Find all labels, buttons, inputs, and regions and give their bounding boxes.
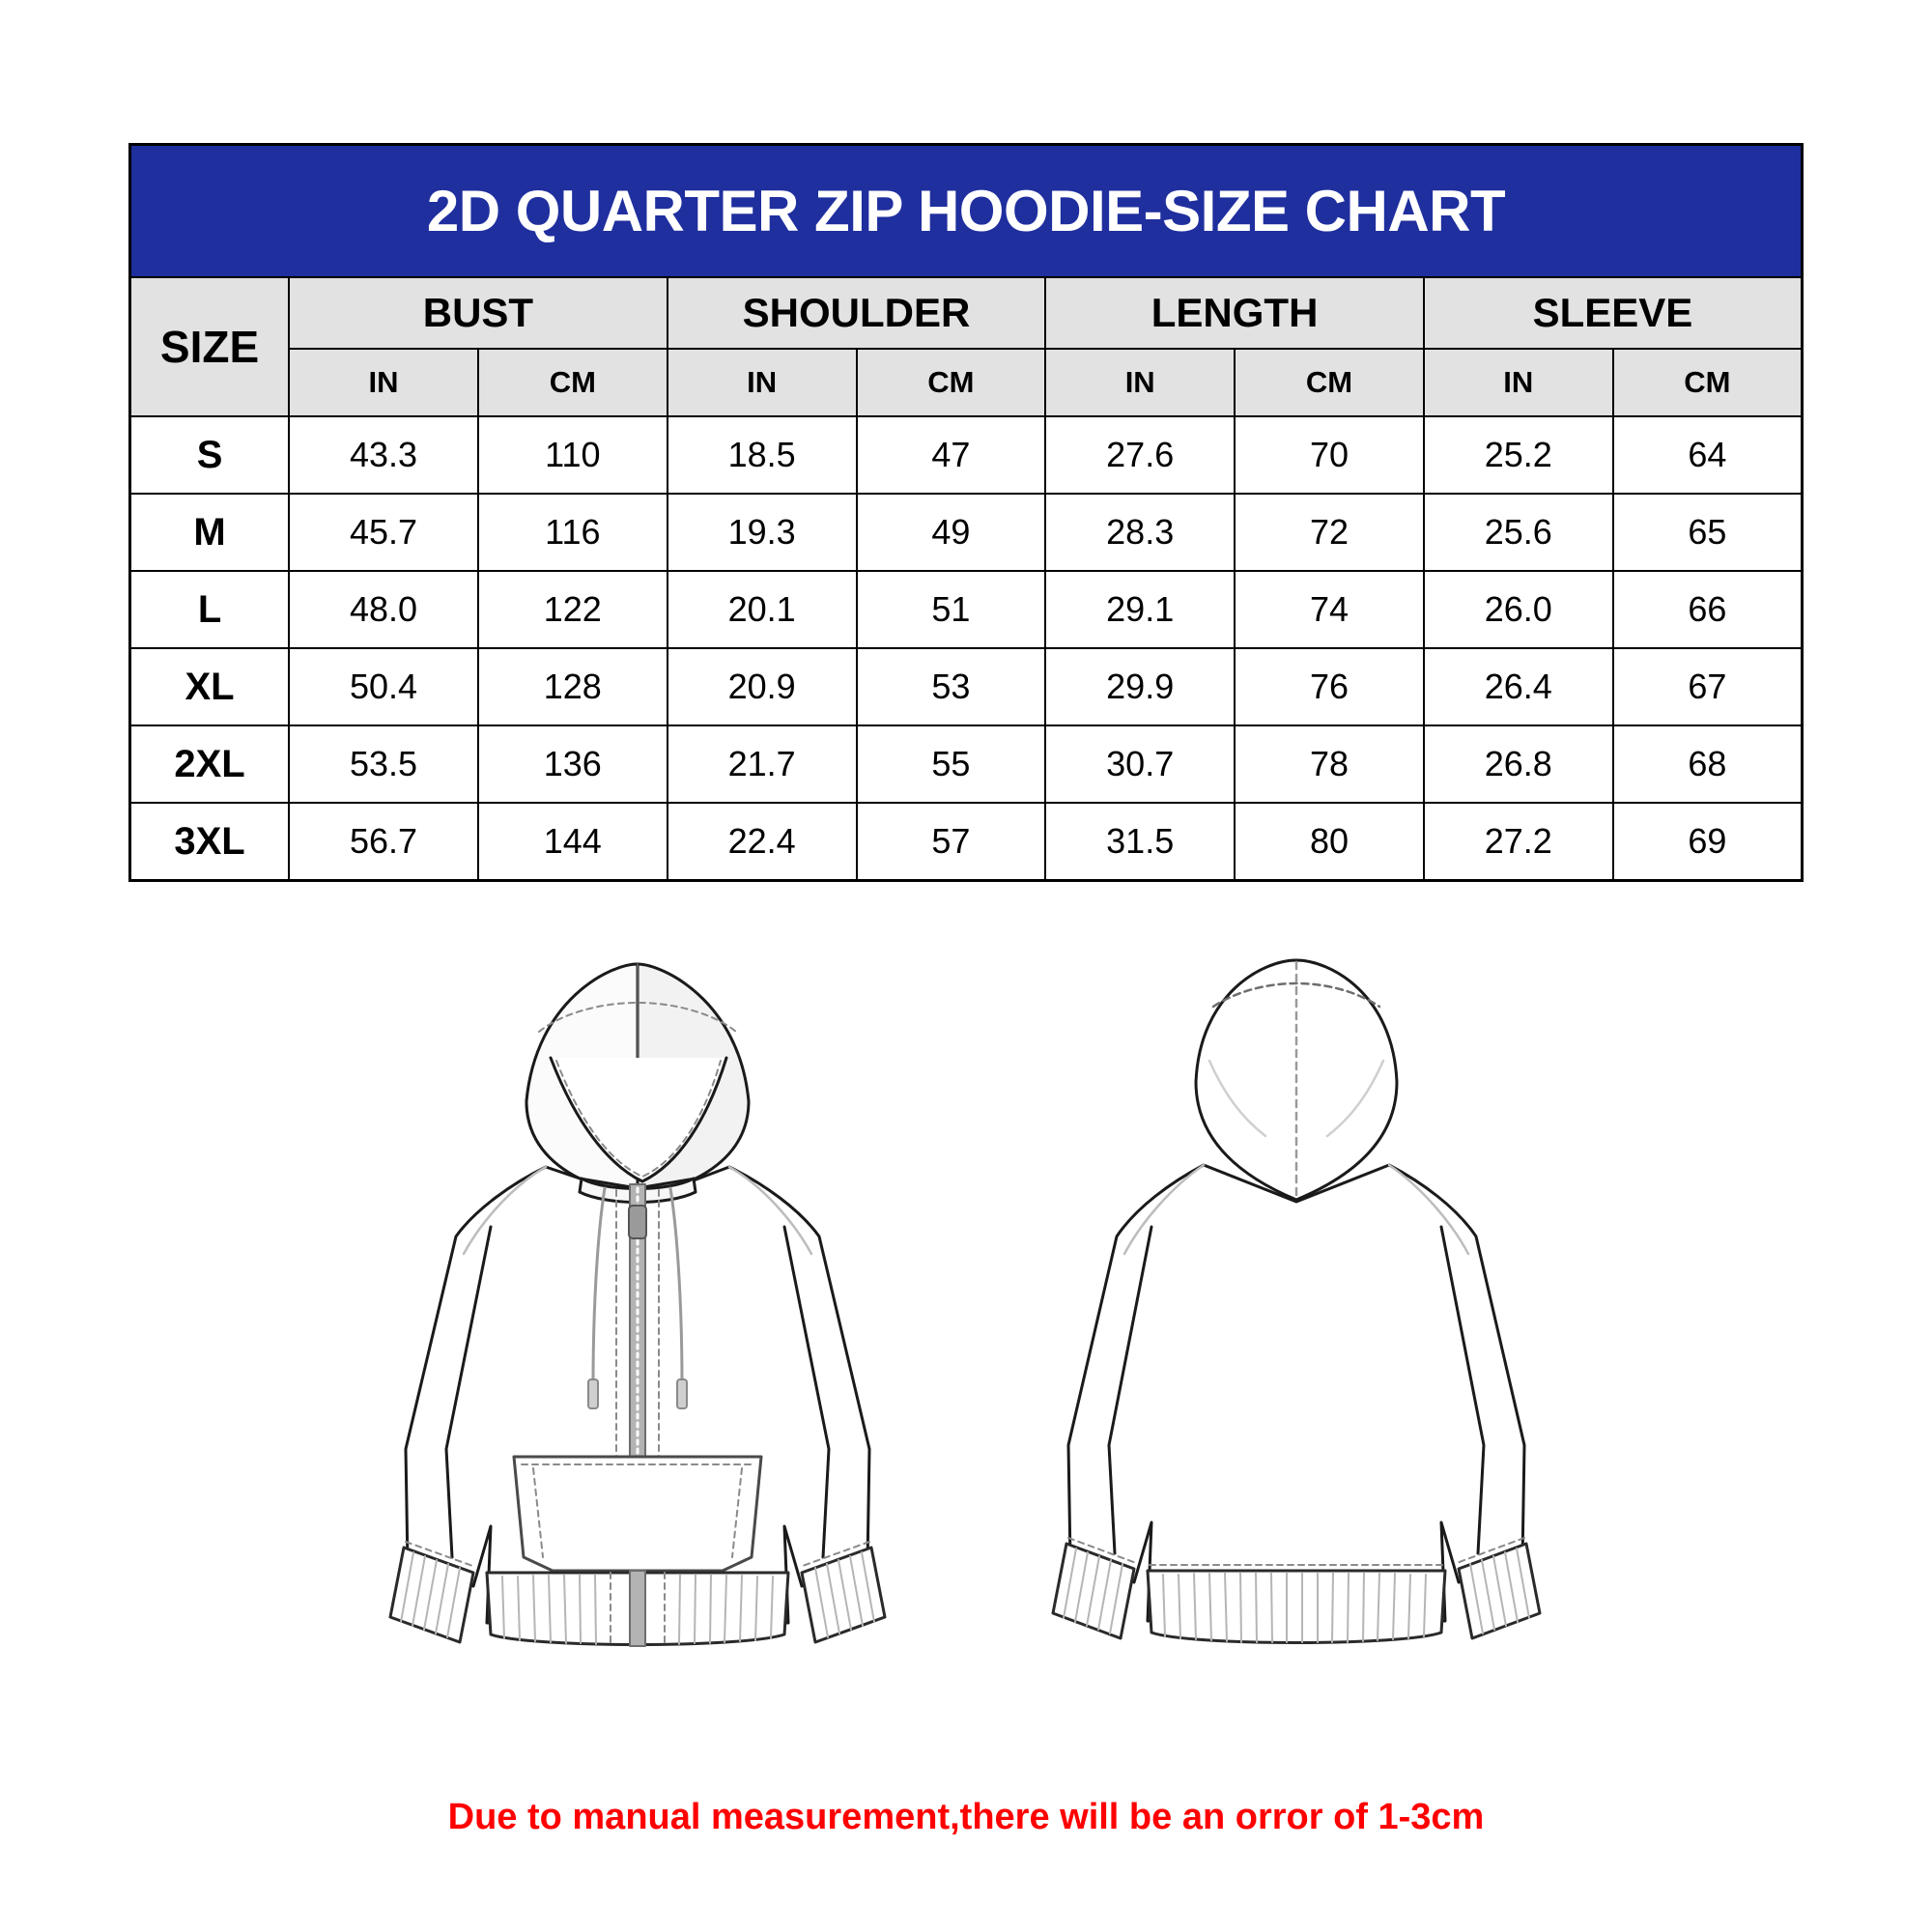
column-header-shoulder: SHOULDER <box>666 276 1047 350</box>
column-header-size: SIZE <box>128 276 291 417</box>
cell-bust-in: 56.7 <box>288 802 479 882</box>
unit-header-length-in: IN <box>1044 348 1236 417</box>
hoodie-illustrations <box>0 947 1932 1748</box>
cell-bust-cm: 110 <box>476 415 668 495</box>
cell-bust-in: 45.7 <box>288 493 479 572</box>
cell-length-cm: 70 <box>1234 415 1425 495</box>
cell-shoulder-in: 21.7 <box>666 724 858 804</box>
table-row: XL 50.4 128 20.9 53 29.9 76 26.4 67 <box>128 647 1804 726</box>
row-size-label: S <box>128 415 291 495</box>
cell-bust-cm: 116 <box>476 493 668 572</box>
unit-header-bust-cm: CM <box>476 348 668 417</box>
table-row: 3XL 56.7 144 22.4 57 31.5 80 27.2 69 <box>128 802 1804 882</box>
table-row: S 43.3 110 18.5 47 27.6 70 25.2 64 <box>128 415 1804 495</box>
unit-header-sleeve-in: IN <box>1422 348 1614 417</box>
cell-length-in: 29.9 <box>1044 647 1236 726</box>
cell-length-cm: 80 <box>1234 802 1425 882</box>
size-chart-table: 2D QUARTER ZIP HOODIE-SIZE CHART SIZE BU… <box>128 143 1804 882</box>
cell-sleeve-cm: 64 <box>1611 415 1804 495</box>
cell-shoulder-in: 22.4 <box>666 802 858 882</box>
cell-shoulder-cm: 57 <box>855 802 1047 882</box>
chart-title-row: 2D QUARTER ZIP HOODIE-SIZE CHART <box>128 143 1804 278</box>
cell-shoulder-cm: 49 <box>855 493 1047 572</box>
cell-sleeve-cm: 65 <box>1611 493 1804 572</box>
cell-length-cm: 78 <box>1234 724 1425 804</box>
cell-length-cm: 74 <box>1234 570 1425 649</box>
cell-length-cm: 76 <box>1234 647 1425 726</box>
cell-length-in: 27.6 <box>1044 415 1236 495</box>
cell-sleeve-cm: 68 <box>1611 724 1804 804</box>
column-header-sleeve: SLEEVE <box>1422 276 1804 350</box>
cell-shoulder-in: 18.5 <box>666 415 858 495</box>
hoodie-front-illustration <box>388 962 887 1647</box>
cell-shoulder-cm: 51 <box>855 570 1047 649</box>
column-header-bust: BUST <box>288 276 668 350</box>
cell-sleeve-cm: 67 <box>1611 647 1804 726</box>
cell-shoulder-cm: 55 <box>855 724 1047 804</box>
cell-sleeve-in: 27.2 <box>1422 802 1614 882</box>
size-chart-body: S 43.3 110 18.5 47 27.6 70 25.2 64 M 45.… <box>128 415 1804 882</box>
group-header-row: SIZE BUST SHOULDER LENGTH SLEEVE <box>128 276 1804 417</box>
cell-length-in: 31.5 <box>1044 802 1236 882</box>
cell-bust-cm: 144 <box>476 802 668 882</box>
cell-shoulder-in: 20.1 <box>666 570 858 649</box>
measurement-disclaimer: Due to manual measurement,there will be … <box>447 1797 1485 1837</box>
page-title: 2D QUARTER ZIP HOODIE-SIZE CHART <box>128 143 1804 278</box>
cell-sleeve-in: 25.6 <box>1422 493 1614 572</box>
row-size-label: 2XL <box>128 724 291 804</box>
size-chart-container: 2D QUARTER ZIP HOODIE-SIZE CHART SIZE BU… <box>128 143 1804 882</box>
table-row: L 48.0 122 20.1 51 29.1 74 26.0 66 <box>128 570 1804 649</box>
cell-bust-in: 48.0 <box>288 570 479 649</box>
row-size-label: 3XL <box>128 802 291 882</box>
cell-sleeve-cm: 66 <box>1611 570 1804 649</box>
cell-length-in: 30.7 <box>1044 724 1236 804</box>
cell-bust-cm: 128 <box>476 647 668 726</box>
cell-bust-in: 50.4 <box>288 647 479 726</box>
cell-bust-in: 53.5 <box>288 724 479 804</box>
table-row: M 45.7 116 19.3 49 28.3 72 25.6 65 <box>128 493 1804 572</box>
cell-sleeve-in: 26.0 <box>1422 570 1614 649</box>
cell-sleeve-in: 26.8 <box>1422 724 1614 804</box>
cell-bust-cm: 136 <box>476 724 668 804</box>
row-size-label: M <box>128 493 291 572</box>
cell-bust-cm: 122 <box>476 570 668 649</box>
cell-shoulder-in: 20.9 <box>666 647 858 726</box>
cell-shoulder-cm: 53 <box>855 647 1047 726</box>
cell-shoulder-in: 19.3 <box>666 493 858 572</box>
unit-header-sleeve-cm: CM <box>1611 348 1804 417</box>
cell-sleeve-cm: 69 <box>1611 802 1804 882</box>
row-size-label: XL <box>128 647 291 726</box>
table-row: 2XL 53.5 136 21.7 55 30.7 78 26.8 68 <box>128 724 1804 804</box>
cell-shoulder-cm: 47 <box>855 415 1047 495</box>
column-header-length: LENGTH <box>1044 276 1425 350</box>
unit-header-length-cm: CM <box>1234 348 1425 417</box>
cell-length-in: 29.1 <box>1044 570 1236 649</box>
row-size-label: L <box>128 570 291 649</box>
unit-header-shoulder-cm: CM <box>855 348 1047 417</box>
cell-length-cm: 72 <box>1234 493 1425 572</box>
unit-header-row: IN CM IN CM IN CM IN CM <box>130 348 1804 417</box>
cell-length-in: 28.3 <box>1044 493 1236 572</box>
hoodie-back-illustration <box>1051 958 1542 1644</box>
unit-header-shoulder-in: IN <box>666 348 858 417</box>
cell-bust-in: 43.3 <box>288 415 479 495</box>
cell-sleeve-in: 25.2 <box>1422 415 1614 495</box>
unit-header-bust-in: IN <box>288 348 479 417</box>
cell-sleeve-in: 26.4 <box>1422 647 1614 726</box>
